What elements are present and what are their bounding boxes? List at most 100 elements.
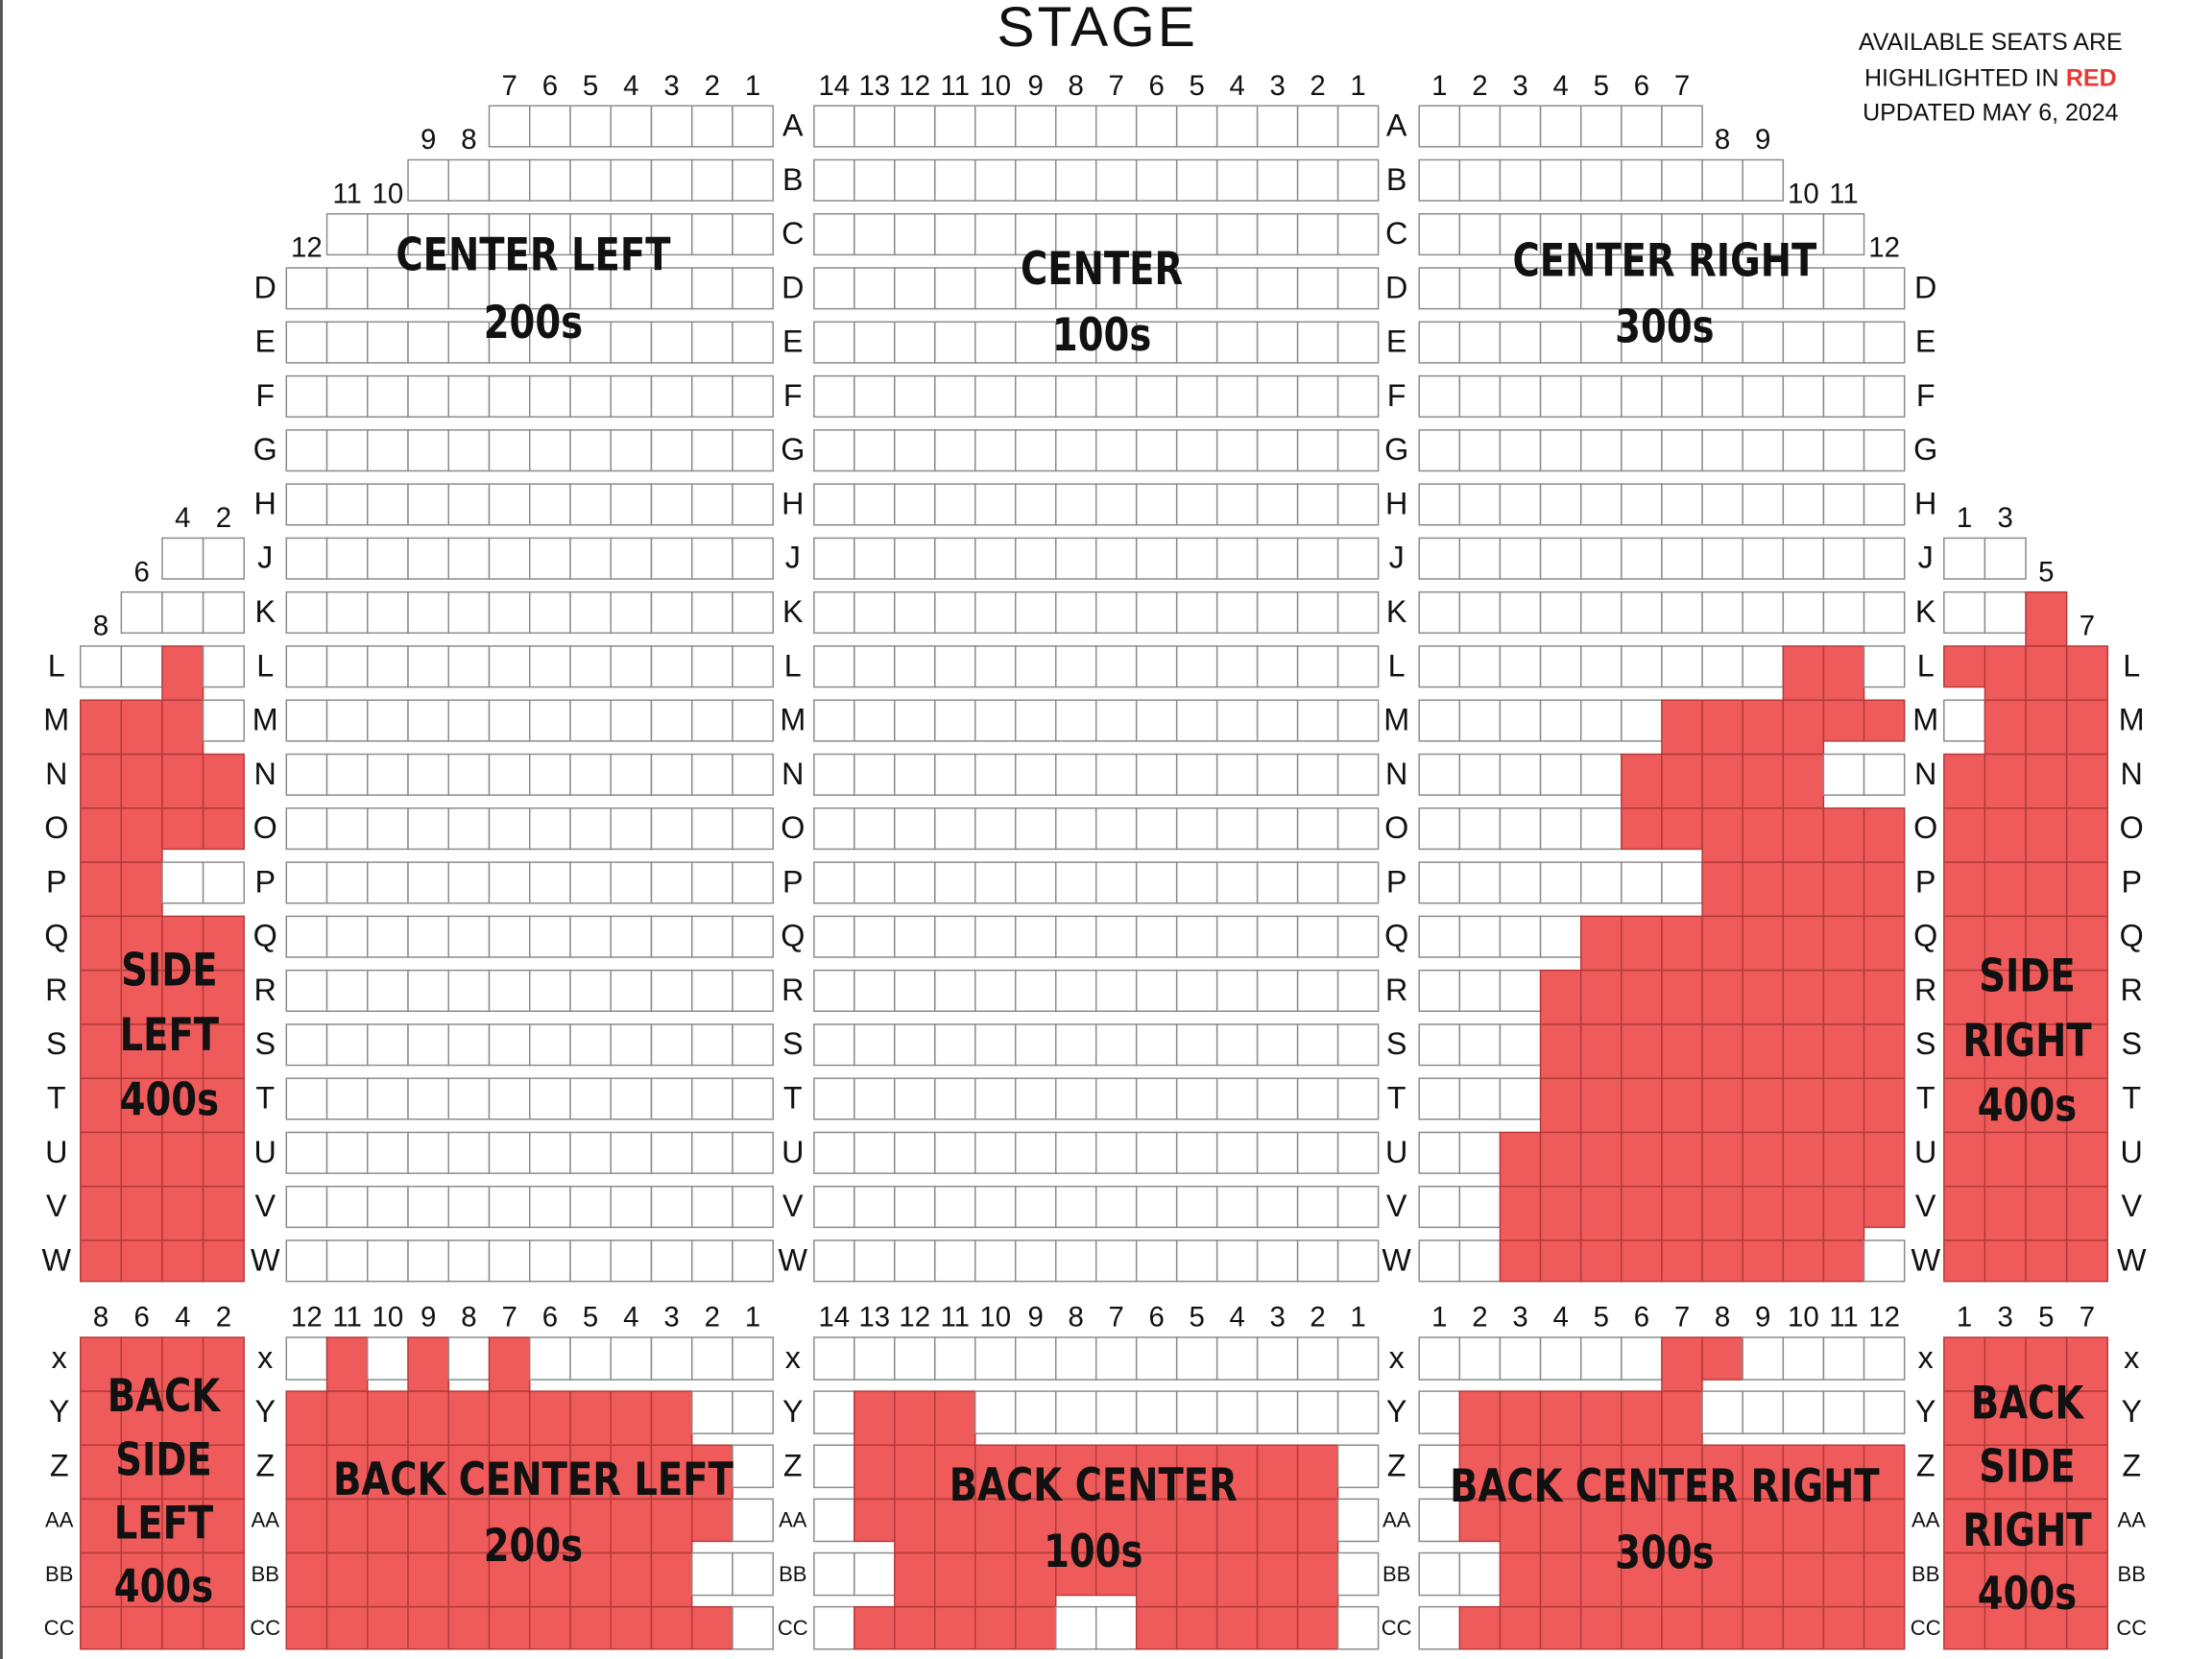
row-label: U [254, 1135, 276, 1169]
seat [202, 969, 245, 1025]
seat [1742, 537, 1785, 580]
seat [1015, 1023, 1057, 1067]
seat [120, 1498, 163, 1554]
seat [569, 1023, 612, 1067]
seat [691, 1390, 733, 1434]
seat [447, 1239, 491, 1283]
seat [894, 1023, 936, 1067]
row-label: J [257, 541, 273, 575]
seat [1458, 1186, 1502, 1229]
seat [1135, 213, 1178, 256]
seat [934, 1131, 976, 1174]
seat-number: 4 [175, 1302, 190, 1334]
seat [1499, 1336, 1542, 1381]
seat [934, 321, 976, 364]
seat-number: 2 [1310, 1302, 1325, 1334]
seat-number: 10 [979, 1302, 1011, 1334]
seat [1863, 1023, 1906, 1079]
seat [1175, 645, 1218, 688]
seat [569, 321, 612, 364]
seat [894, 1077, 936, 1120]
seat [894, 1239, 936, 1283]
seat [813, 483, 855, 526]
seat [1499, 1551, 1542, 1608]
seat [1499, 1239, 1542, 1283]
seat [202, 753, 245, 809]
seat [1579, 645, 1623, 688]
section-label: BACK CENTER LEFT [333, 1454, 734, 1506]
seat [1015, 699, 1057, 742]
row-label: W [2117, 1242, 2147, 1277]
seat-number: 5 [1189, 70, 1204, 102]
seat-number: 4 [175, 502, 190, 534]
seat [1984, 1390, 2027, 1446]
seat [285, 753, 328, 796]
seat [1621, 321, 1663, 364]
seat [650, 1498, 693, 1554]
seat [447, 645, 491, 688]
seat [2025, 915, 2068, 972]
seat [1539, 1551, 1582, 1608]
seat [1215, 158, 1259, 202]
seat [488, 1131, 531, 1174]
seat [1418, 1077, 1461, 1120]
seat [367, 753, 409, 796]
seat [691, 374, 733, 418]
row-label: Y [254, 1394, 276, 1429]
seat [854, 1390, 896, 1446]
seat [894, 1605, 936, 1650]
seat [934, 590, 976, 635]
row-label: Z [783, 1448, 803, 1482]
seat [854, 807, 896, 851]
seat [1579, 374, 1623, 418]
section-label: RIGHT [1962, 1504, 2092, 1557]
seat [488, 1239, 531, 1283]
seat [1054, 861, 1097, 904]
seat [1943, 1444, 1986, 1501]
seat [1742, 1551, 1785, 1608]
seat [894, 537, 936, 580]
seat [732, 753, 774, 796]
seat [1256, 915, 1299, 958]
seat [691, 1336, 733, 1381]
row-label: H [1914, 486, 1936, 520]
seat [529, 374, 571, 418]
seat-number: 10 [979, 70, 1011, 102]
row-label: W [251, 1242, 280, 1277]
seat-number: 12 [1868, 1302, 1900, 1334]
seat [894, 1498, 936, 1554]
seat [285, 1498, 328, 1554]
seat [1135, 861, 1178, 904]
seat-number: 2 [216, 502, 231, 534]
seat [447, 590, 491, 635]
seat-number: 7 [1109, 70, 1124, 102]
seat [529, 1444, 571, 1501]
seat-number: 14 [818, 1302, 850, 1334]
row-label: CC [250, 1616, 280, 1640]
seat [610, 1023, 653, 1067]
seat [202, 1131, 245, 1188]
seat [2065, 861, 2108, 918]
seat [934, 699, 976, 742]
seat [1418, 1605, 1461, 1650]
seat [1701, 807, 1743, 863]
seat [894, 1186, 936, 1229]
row-label: S [782, 1026, 804, 1061]
seat [1336, 537, 1380, 580]
seat [488, 213, 531, 256]
seat [367, 807, 409, 851]
seat [1661, 429, 1703, 472]
seat-number: 3 [1512, 70, 1527, 102]
seat [732, 321, 774, 364]
seat [854, 861, 896, 904]
seat [1054, 1239, 1097, 1283]
seat [1458, 1551, 1502, 1597]
row-label: C [1385, 216, 1407, 251]
row-label: L [48, 648, 65, 683]
seat [202, 1605, 245, 1650]
seat [691, 213, 733, 256]
seat-number: 3 [1269, 1302, 1285, 1334]
row-label: W [1911, 1242, 1940, 1277]
seat [1742, 915, 1785, 972]
seat [610, 213, 653, 256]
